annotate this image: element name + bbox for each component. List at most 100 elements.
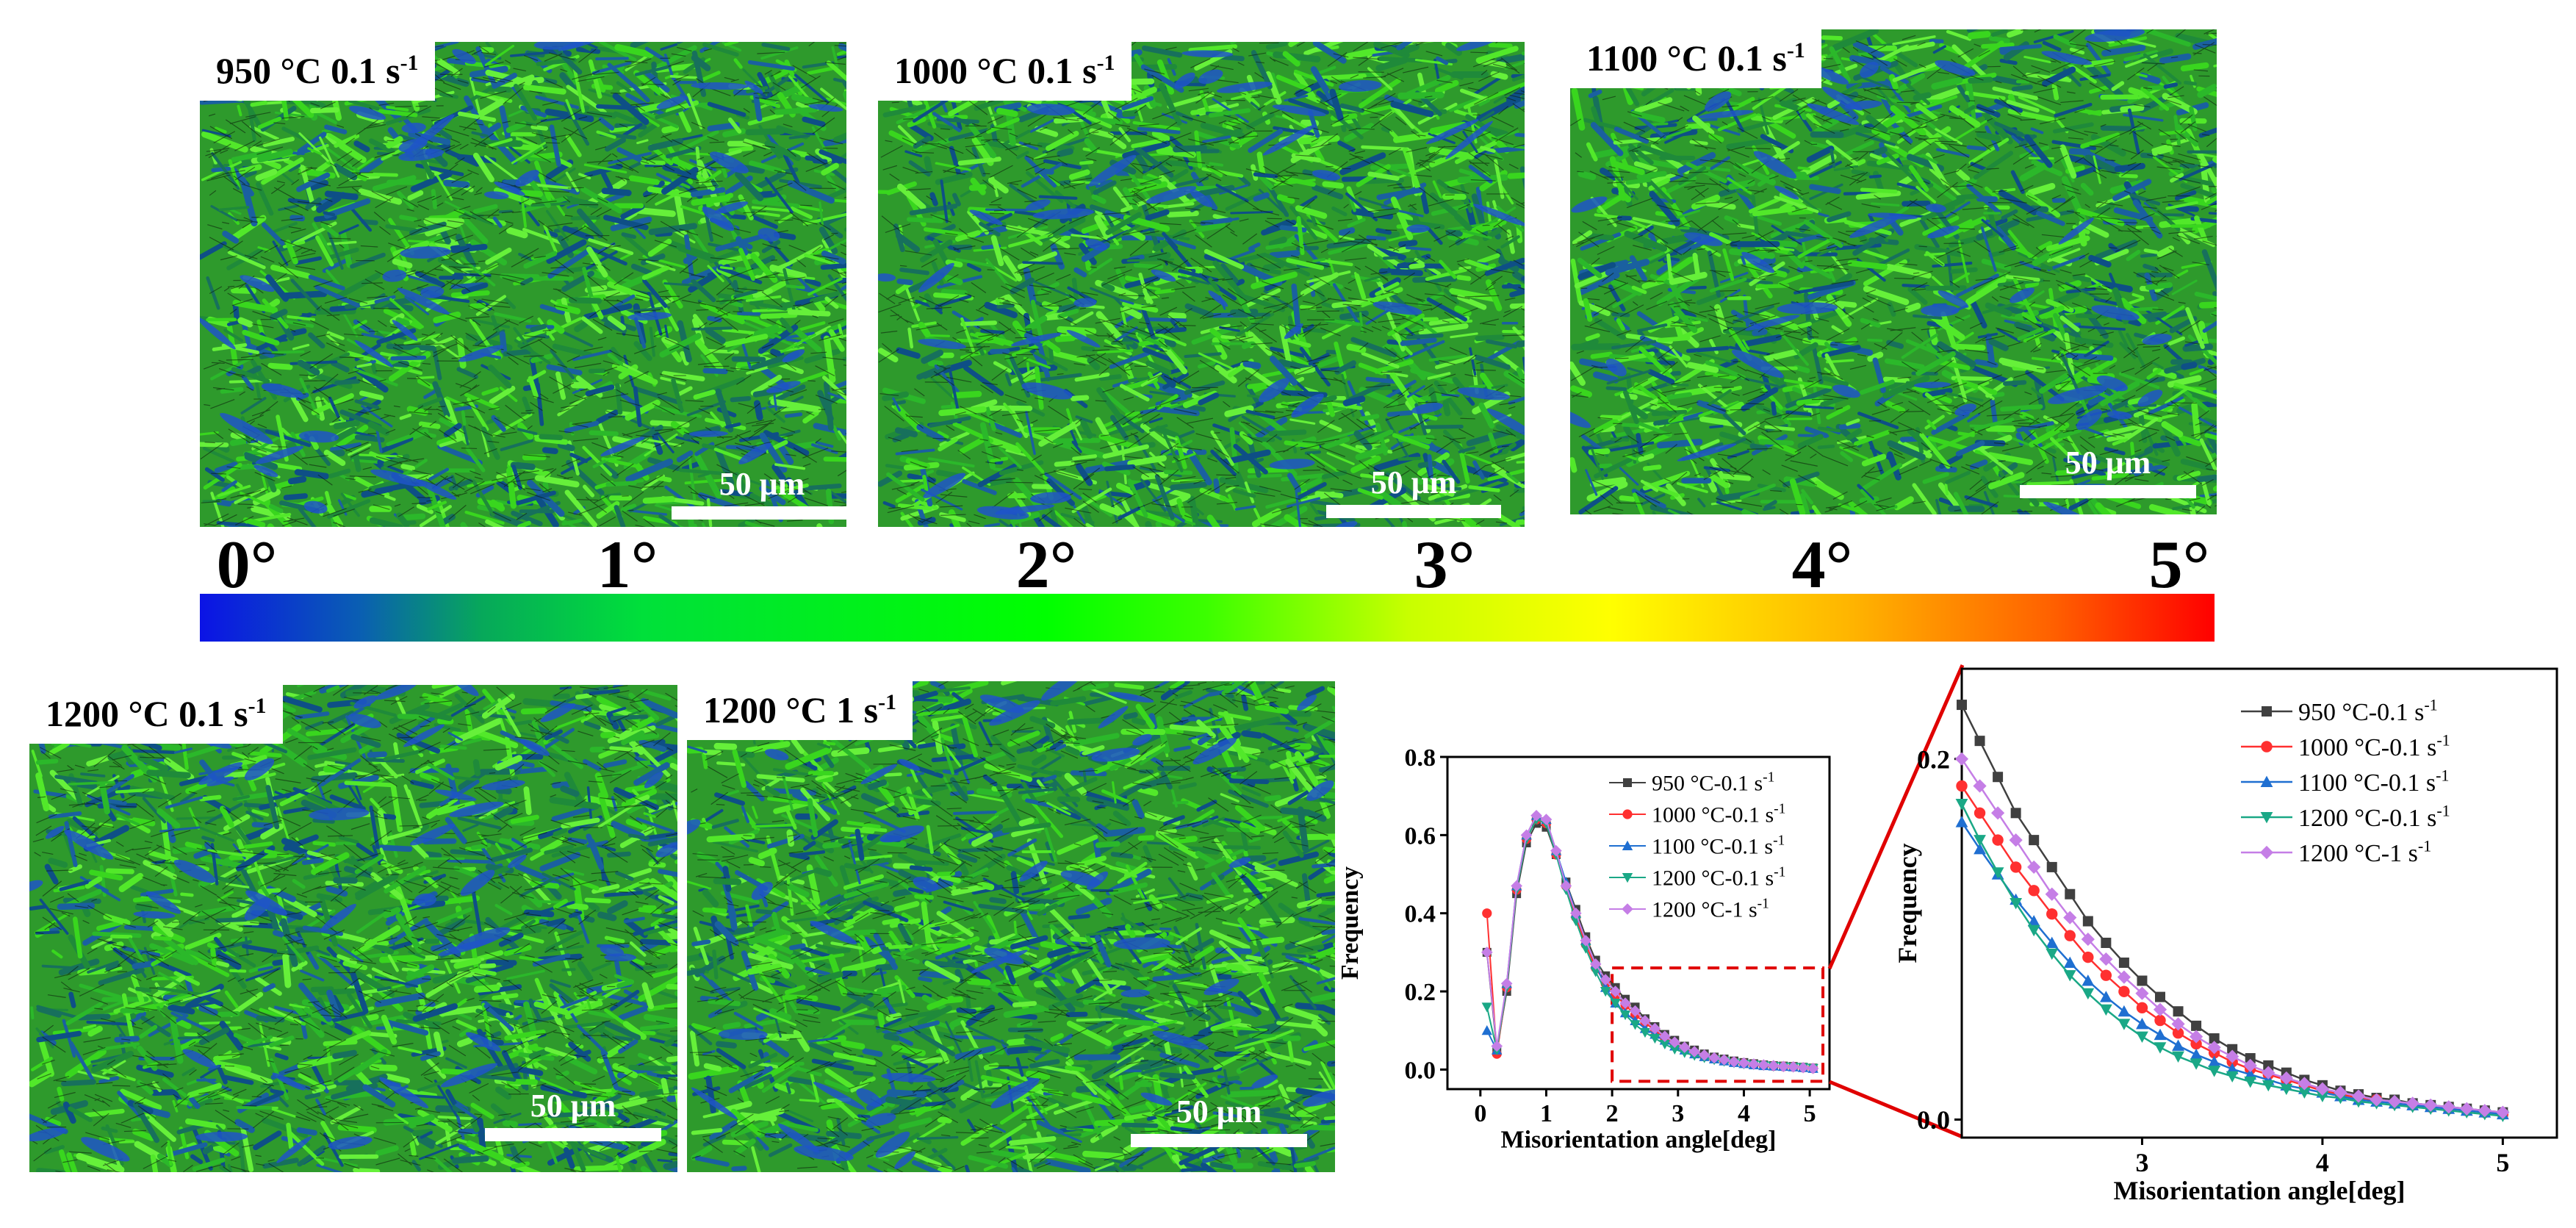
data-point [2298, 1077, 2311, 1091]
blue-lath-layer [687, 681, 1335, 1169]
data-point [1974, 736, 1985, 747]
scale-bar-line [2020, 485, 2196, 498]
data-point [2244, 1076, 2257, 1088]
data-point [2208, 1066, 2221, 1077]
data-point [2099, 991, 2112, 1002]
data-point [2190, 1038, 2202, 1050]
data-point [2189, 1030, 2203, 1044]
data-point [1991, 867, 2004, 879]
x-tick-label: 5 [2496, 1148, 2509, 1177]
data-point [2118, 985, 2130, 997]
data-point [2046, 948, 2059, 961]
data-point [2028, 885, 2040, 897]
data-point [1955, 816, 1968, 827]
x-axis-label: Misorientation angle[deg] [2114, 1176, 2406, 1205]
y-axis-label: Frequency [1336, 866, 1364, 980]
data-point [1990, 806, 2005, 820]
zoom-line-top [1827, 664, 1965, 970]
legend-name: 950 °C-0.1 s [1652, 772, 1763, 796]
data-point [1500, 977, 1513, 990]
legend-label: 950 °C-0.1 s-1 [2298, 695, 2438, 726]
legend-marker [1622, 873, 1633, 883]
data-point [2280, 1083, 2293, 1096]
data-point [2010, 808, 2021, 819]
misorientation-zoom-chart: 3 4 5 0.0 0.2 Misorientation angle[deg] Freque… [1893, 667, 2558, 1205]
data-point [2136, 1002, 2148, 1014]
data-point [2065, 888, 2076, 900]
data-point [2081, 932, 2095, 947]
data-point [1481, 1025, 1492, 1035]
scale-bar-label: 50 μm [1370, 464, 1457, 500]
data-point [2046, 936, 2059, 948]
data-point [2063, 970, 2076, 982]
data-point [2155, 991, 2165, 1002]
data-point [2226, 1071, 2239, 1082]
data-point [2100, 969, 2112, 981]
data-point [2245, 1053, 2256, 1064]
data-point [2118, 957, 2129, 968]
data-point [1639, 1027, 1651, 1038]
data-point [1619, 997, 1631, 1009]
legend-name: 1100 °C-0.1 s [1652, 835, 1773, 859]
data-point [2153, 1002, 2167, 1016]
grain-layer [200, 42, 846, 527]
data-point [2208, 1055, 2221, 1067]
data-point [2082, 974, 2095, 986]
data-point [1669, 1036, 1681, 1048]
data-point [2154, 1014, 2166, 1027]
legend-name: 1000 °C-0.1 s [1652, 803, 1774, 827]
colorbar-tick: 0° [216, 527, 278, 602]
data-point [1590, 967, 1601, 977]
colorbar-tick: 3° [1414, 527, 1475, 602]
legend-marker [1622, 809, 1633, 819]
scale-bar-label: 50 μm [2065, 445, 2151, 481]
data-point [2406, 1096, 2420, 1110]
legend-superscript: -1 [1774, 865, 1785, 880]
blue-lath-layer [200, 42, 843, 514]
legend-name: 1200 °C-0.1 s [1652, 866, 1774, 891]
data-point [1955, 799, 1968, 811]
map-texture [687, 681, 1335, 1172]
data-point [1757, 1059, 1770, 1071]
map-texture [200, 42, 846, 527]
data-point [2082, 988, 2095, 1000]
map-texture [29, 685, 677, 1172]
data-point [1974, 807, 1986, 819]
data-point [2029, 835, 2040, 846]
data-point [1738, 1057, 1750, 1069]
boundary-layer [689, 681, 1335, 1172]
data-point [1600, 974, 1611, 985]
data-point [1974, 835, 1986, 847]
scale-bar-line [1131, 1134, 1307, 1147]
plot-frame [1446, 755, 1831, 1091]
map-panel-1100: 1100 °C 0.1 s-1 50 μm [1570, 29, 2217, 514]
data-point [1797, 1061, 1809, 1074]
legend-name: 1000 °C-0.1 s [2298, 734, 2436, 761]
data-point [1482, 908, 1492, 919]
legend-label: 1000 °C-0.1 s-1 [1652, 802, 1785, 827]
scale-bar: 50 μm [1131, 1096, 1307, 1147]
legend-name: 1200 °C-0.1 s [2298, 805, 2436, 832]
scale-bar: 50 μm [485, 1090, 661, 1141]
scale-bar-label: 50 μm [1176, 1094, 1262, 1130]
x-tick-label: 2 [1606, 1100, 1619, 1127]
data-point [1973, 779, 1987, 793]
legend-superscript: -1 [2436, 730, 2450, 749]
legend-label: 1000 °C-0.1 s-1 [2298, 730, 2450, 761]
data-point [2298, 1087, 2311, 1099]
data-point [1481, 947, 1493, 958]
colorbar-tick: 4° [1791, 527, 1853, 602]
y-tick-label: 0.8 [1405, 744, 1436, 772]
plot-frame [1960, 667, 2558, 1139]
colorbar-tick: 1° [597, 527, 658, 602]
colorbar-gradient [200, 594, 2215, 642]
legend-name: 950 °C-0.1 s [2298, 699, 2424, 726]
data-point [2082, 951, 2094, 963]
data-point [2171, 1017, 2185, 1031]
data-point [2010, 898, 2023, 910]
data-point [2315, 1082, 2330, 1096]
data-point [2027, 924, 2040, 937]
data-point [2101, 937, 2112, 948]
legend-marker [2260, 812, 2273, 824]
legend-marker [2260, 775, 2273, 787]
